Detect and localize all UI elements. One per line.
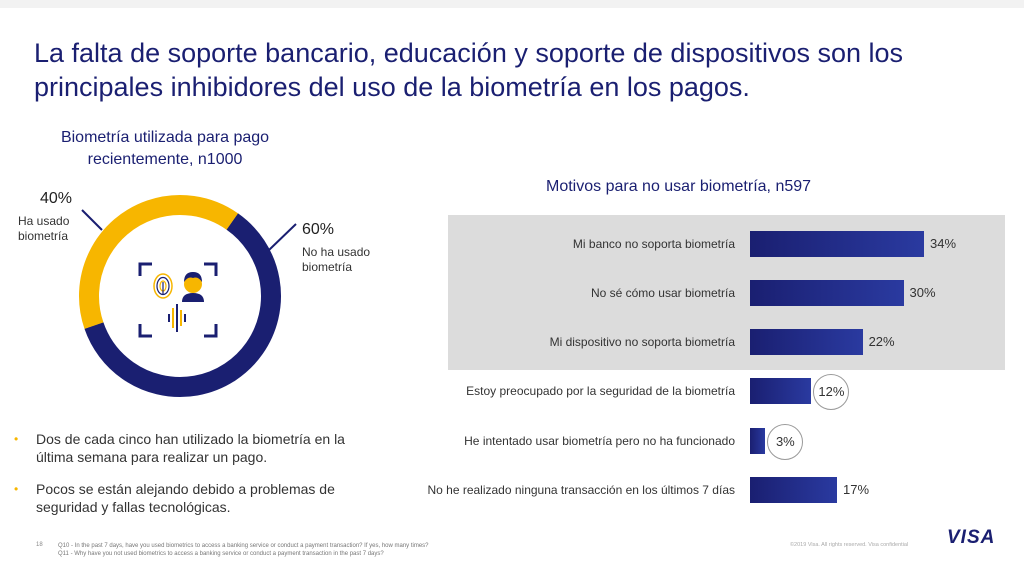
donut-chart (79, 195, 297, 397)
biometric-face-fingerprint-icon (138, 262, 218, 338)
bar-category-label: He intentado usar biometría pero no ha f… (464, 434, 735, 448)
visa-logo: VISA (947, 527, 996, 548)
slide-title: La falta de soporte bancario, educación … (34, 36, 994, 104)
bar-category-label: Mi banco no soporta biometría (572, 237, 735, 251)
used-percent-label: 40% (40, 190, 73, 207)
bar-value-label: 12% (813, 374, 850, 410)
notused-label-line2: biometría (302, 260, 353, 274)
bar (750, 231, 924, 257)
key-finding-item: • Pocos se están alejando debido a proble… (14, 480, 374, 516)
slide-title-line2: principales inhibidores del uso de la bi… (34, 72, 750, 102)
bar-category-label: No he realizado ninguna transacción en l… (427, 483, 735, 497)
bar (750, 477, 837, 503)
bar (750, 280, 904, 306)
donut-title-line1: Biometría utilizada para pago (60, 129, 270, 146)
copyright-notice: ©2019 Visa. All rights reserved. Visa co… (790, 542, 909, 548)
bar-category-label: No sé cómo usar biometría (590, 286, 735, 300)
bar (750, 378, 812, 404)
footnote-q10: Q10 - In the past 7 days, have you used … (58, 543, 429, 549)
bullet-icon: • (14, 482, 19, 496)
bar-category-label: Estoy preocupado por la seguridad de la … (466, 384, 735, 398)
top-bar (0, 0, 1024, 8)
key-findings-list: • Dos de cada cinco han utilizado la biom… (14, 430, 374, 530)
bar-value-label: 3% (767, 424, 804, 460)
key-finding-text: Dos de cada cinco han utilizado la biome… (36, 431, 345, 465)
donut-title-line2: recientemente, n1000 (87, 151, 243, 168)
donut-chart-title: Biometría utilizada para pago recienteme… (40, 127, 290, 171)
bar (750, 428, 766, 454)
key-finding-text: Pocos se están alejando debido a problem… (36, 481, 335, 515)
bar (750, 329, 863, 355)
key-finding-item: • Dos de cada cinco han utilizado la biom… (14, 430, 374, 466)
used-label-line1: Ha usado (18, 214, 70, 228)
bar-value-label: 17% (843, 482, 870, 497)
used-label: Ha usado biometría (18, 214, 69, 244)
bar-category-label: Mi dispositivo no soporta biometría (549, 335, 735, 349)
bar-value-label: 34% (930, 236, 957, 251)
bar-value-label: 30% (909, 285, 936, 300)
notused-label: No ha usado biometría (302, 245, 370, 275)
footnote-q11: Q11 - Why have you not used biometrics t… (58, 551, 384, 557)
page-number: 18 (36, 542, 43, 548)
bar-value-label: 22% (868, 334, 895, 349)
used-label-line2: biometría (18, 229, 69, 243)
notused-percent-label: 60% (302, 221, 335, 238)
bullet-icon: • (14, 432, 19, 446)
notused-label-line1: No ha usado (302, 245, 371, 259)
footnote: Q10 - In the past 7 days, have you used … (58, 542, 429, 558)
bar-chart-title: Motivos para no usar biometría, n597 (546, 178, 812, 195)
slide-title-line1: La falta de soporte bancario, educación … (34, 38, 904, 68)
callout-line-used (81, 209, 103, 231)
callout-line-notused (268, 223, 297, 251)
